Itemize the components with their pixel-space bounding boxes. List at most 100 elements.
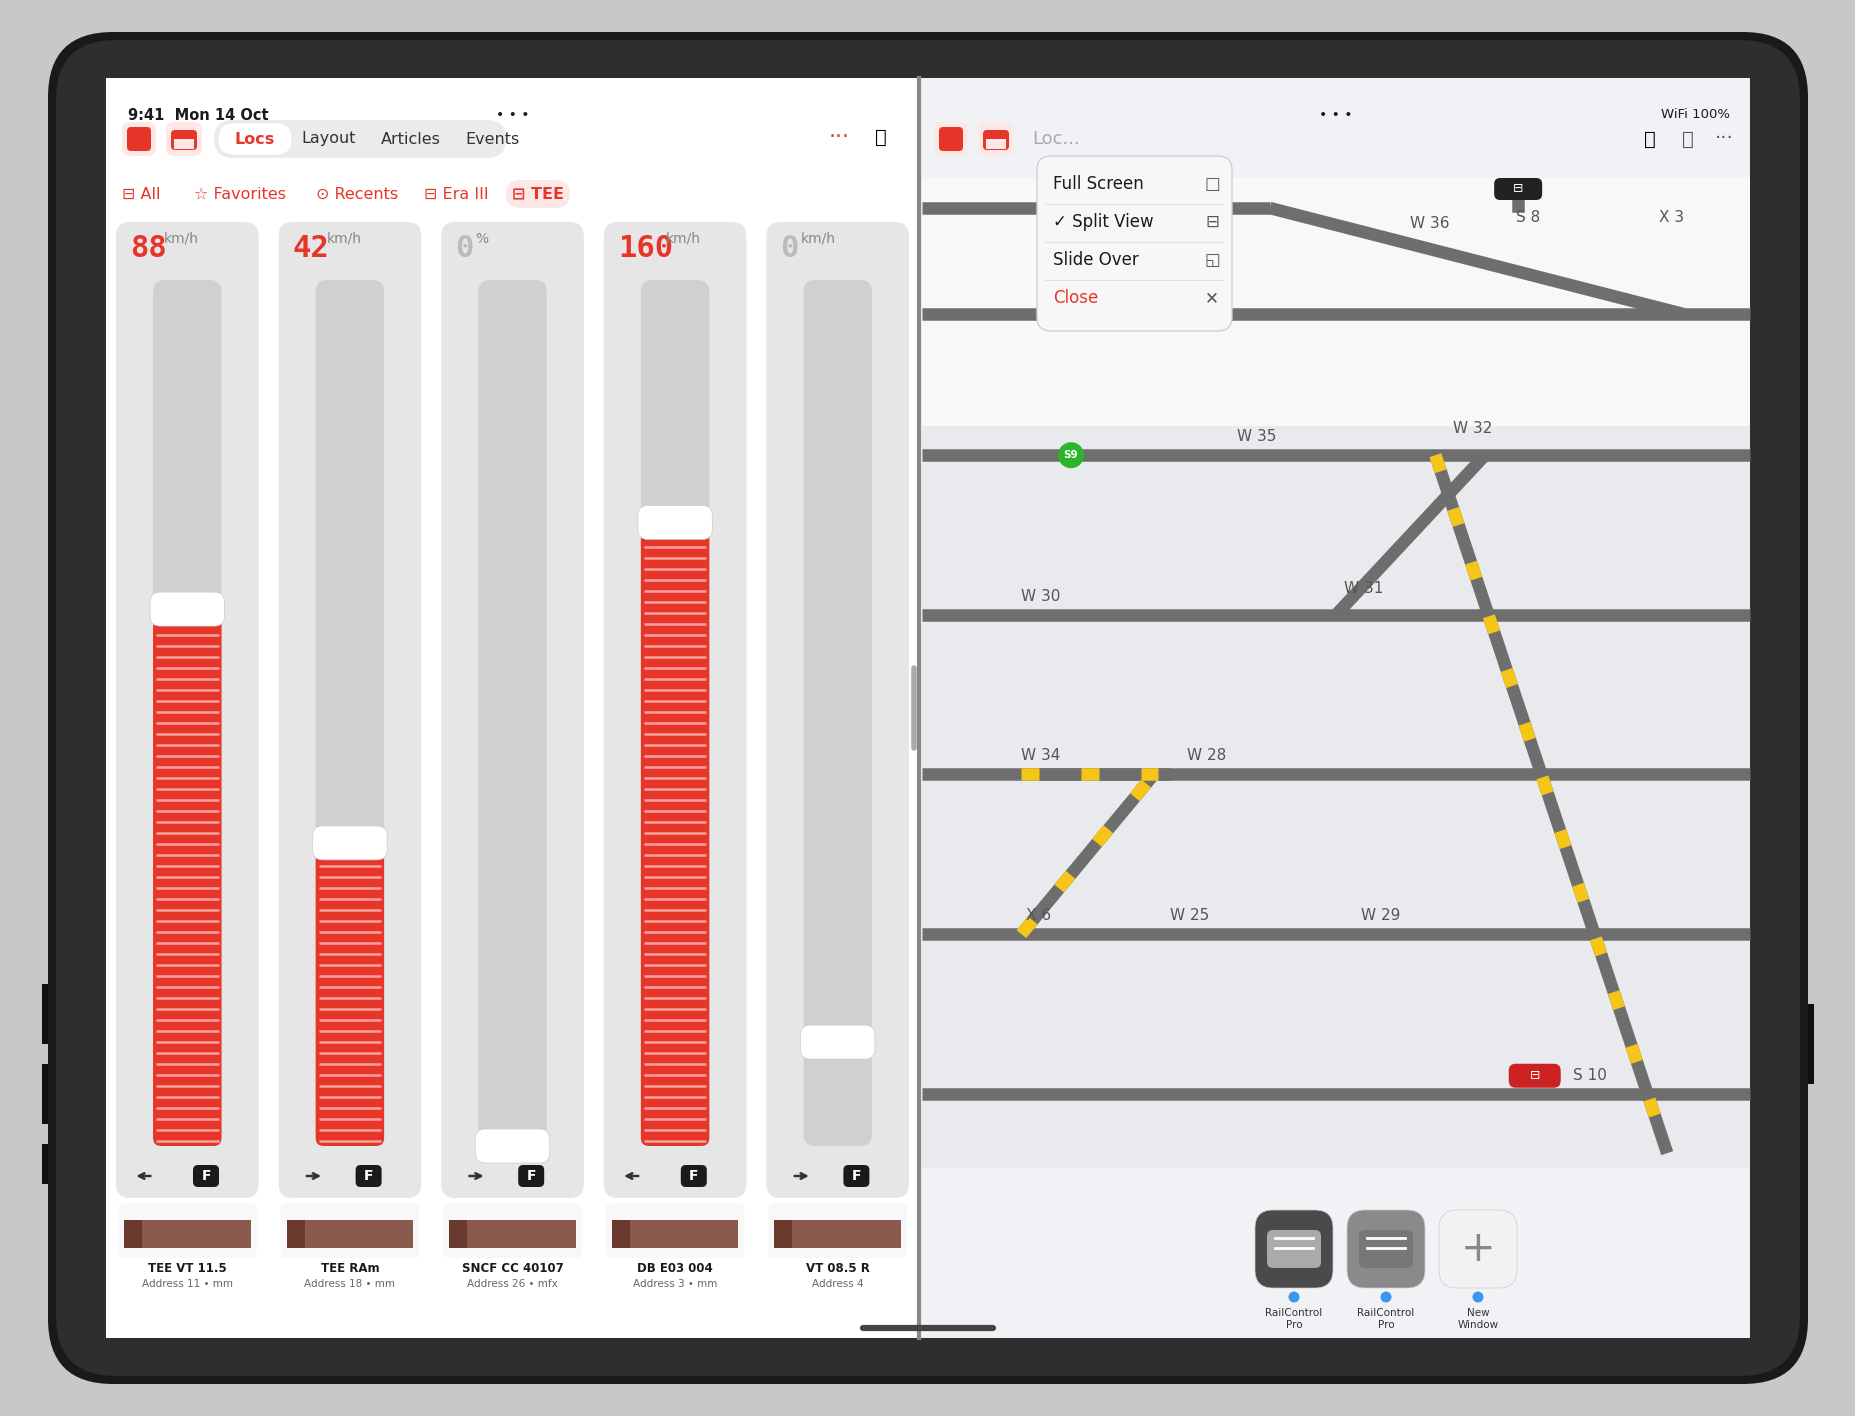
Text: W 36: W 36 [1410,217,1449,231]
Bar [124,1221,143,1247]
Text: S 8: S 8 [1516,210,1540,225]
Circle shape [1057,442,1083,469]
Text: %: % [475,232,488,246]
Bar [43,1144,48,1184]
Text: +: + [1460,1228,1495,1270]
Bar [922,425,1749,1168]
Bar [124,1221,250,1247]
Text: • • •: • • • [495,108,529,122]
FancyBboxPatch shape [842,1165,868,1187]
FancyBboxPatch shape [479,280,547,1146]
Bar [286,1221,304,1247]
FancyBboxPatch shape [312,826,388,860]
Text: Full Screen: Full Screen [1052,176,1143,193]
FancyBboxPatch shape [1438,1211,1516,1289]
Text: TEE VT 11.5: TEE VT 11.5 [148,1262,226,1274]
Bar [449,1221,467,1247]
FancyBboxPatch shape [356,1165,382,1187]
FancyBboxPatch shape [1254,1211,1332,1289]
Text: Articles: Articles [380,132,441,146]
Text: ◱: ◱ [1204,251,1219,269]
Text: ⊟ Era III: ⊟ Era III [423,187,488,201]
FancyBboxPatch shape [768,1204,907,1257]
FancyBboxPatch shape [605,1204,744,1257]
Text: X 3: X 3 [1658,210,1682,225]
Text: ✓ Split View: ✓ Split View [1052,212,1154,231]
Text: • • •: • • • [1319,108,1352,122]
Text: W 34: W 34 [1020,749,1061,763]
FancyBboxPatch shape [638,506,712,539]
Text: 160: 160 [618,234,673,263]
FancyBboxPatch shape [640,280,709,1146]
Text: Address 26 • mfx: Address 26 • mfx [467,1279,558,1289]
Bar [43,984,48,1044]
Text: ···: ··· [827,127,850,147]
FancyBboxPatch shape [766,222,909,1198]
Text: ⊙ Recents: ⊙ Recents [315,187,399,201]
Text: SNCF CC 40107: SNCF CC 40107 [462,1262,564,1274]
FancyBboxPatch shape [213,120,506,159]
Text: 0: 0 [454,234,473,263]
FancyBboxPatch shape [1267,1231,1321,1267]
Bar [922,78,1749,1338]
FancyBboxPatch shape [939,127,963,152]
Bar [449,1221,575,1247]
Bar [286,1221,414,1247]
Text: RailControl
Pro: RailControl Pro [1356,1308,1414,1330]
Text: F: F [688,1170,697,1182]
Text: ⧉: ⧉ [1681,129,1694,149]
Text: km/h: km/h [163,232,198,246]
Bar [774,1221,792,1247]
FancyBboxPatch shape [106,78,1749,1338]
FancyBboxPatch shape [603,222,746,1198]
Text: RailControl
Pro: RailControl Pro [1265,1308,1323,1330]
Text: 🔍: 🔍 [1644,129,1655,149]
FancyBboxPatch shape [171,130,197,150]
Text: 9:41  Mon 14 Oct: 9:41 Mon 14 Oct [128,108,269,123]
FancyBboxPatch shape [1347,1211,1425,1289]
Text: ⊟: ⊟ [1204,212,1219,231]
FancyBboxPatch shape [1508,1063,1560,1087]
Text: ⊟ All: ⊟ All [122,187,160,201]
Bar [612,1221,629,1247]
Text: X 6: X 6 [1026,908,1052,923]
FancyBboxPatch shape [443,1204,581,1257]
Text: Events: Events [466,132,519,146]
FancyBboxPatch shape [48,33,1807,1383]
Text: VT 08.5 R: VT 08.5 R [805,1262,870,1274]
Text: TEE RAm: TEE RAm [321,1262,378,1274]
FancyBboxPatch shape [126,127,150,152]
FancyBboxPatch shape [278,222,421,1198]
Circle shape [1471,1291,1482,1303]
Bar [43,1063,48,1124]
FancyBboxPatch shape [315,280,384,1146]
Bar [922,178,1749,425]
Text: S9: S9 [1063,450,1078,460]
Text: Close: Close [1052,289,1098,307]
Text: km/h: km/h [666,232,701,246]
Text: 🔍: 🔍 [876,127,887,146]
FancyBboxPatch shape [800,1025,874,1059]
Text: Address 11 • mm: Address 11 • mm [141,1279,232,1289]
Text: Locs: Locs [236,132,275,146]
Text: WiFi 100%: WiFi 100% [1660,108,1729,120]
FancyBboxPatch shape [506,180,569,208]
Text: ☆ Favorites: ☆ Favorites [195,187,286,201]
FancyBboxPatch shape [152,280,221,1146]
Text: W 32: W 32 [1452,421,1491,436]
FancyBboxPatch shape [193,1165,219,1187]
Circle shape [1287,1291,1298,1303]
Text: New
Window: New Window [1456,1308,1497,1330]
FancyBboxPatch shape [681,1165,707,1187]
Text: ⊟ TEE: ⊟ TEE [512,187,564,201]
FancyBboxPatch shape [1037,156,1232,331]
Text: km/h: km/h [326,232,362,246]
Bar [774,1221,900,1247]
FancyBboxPatch shape [56,40,1799,1376]
FancyBboxPatch shape [518,1165,544,1187]
Text: ⊟: ⊟ [1529,1069,1540,1082]
Text: ⊟: ⊟ [1512,183,1523,195]
Text: W 29: W 29 [1360,908,1399,923]
Text: F: F [200,1170,211,1182]
Text: ···: ··· [1714,129,1733,149]
